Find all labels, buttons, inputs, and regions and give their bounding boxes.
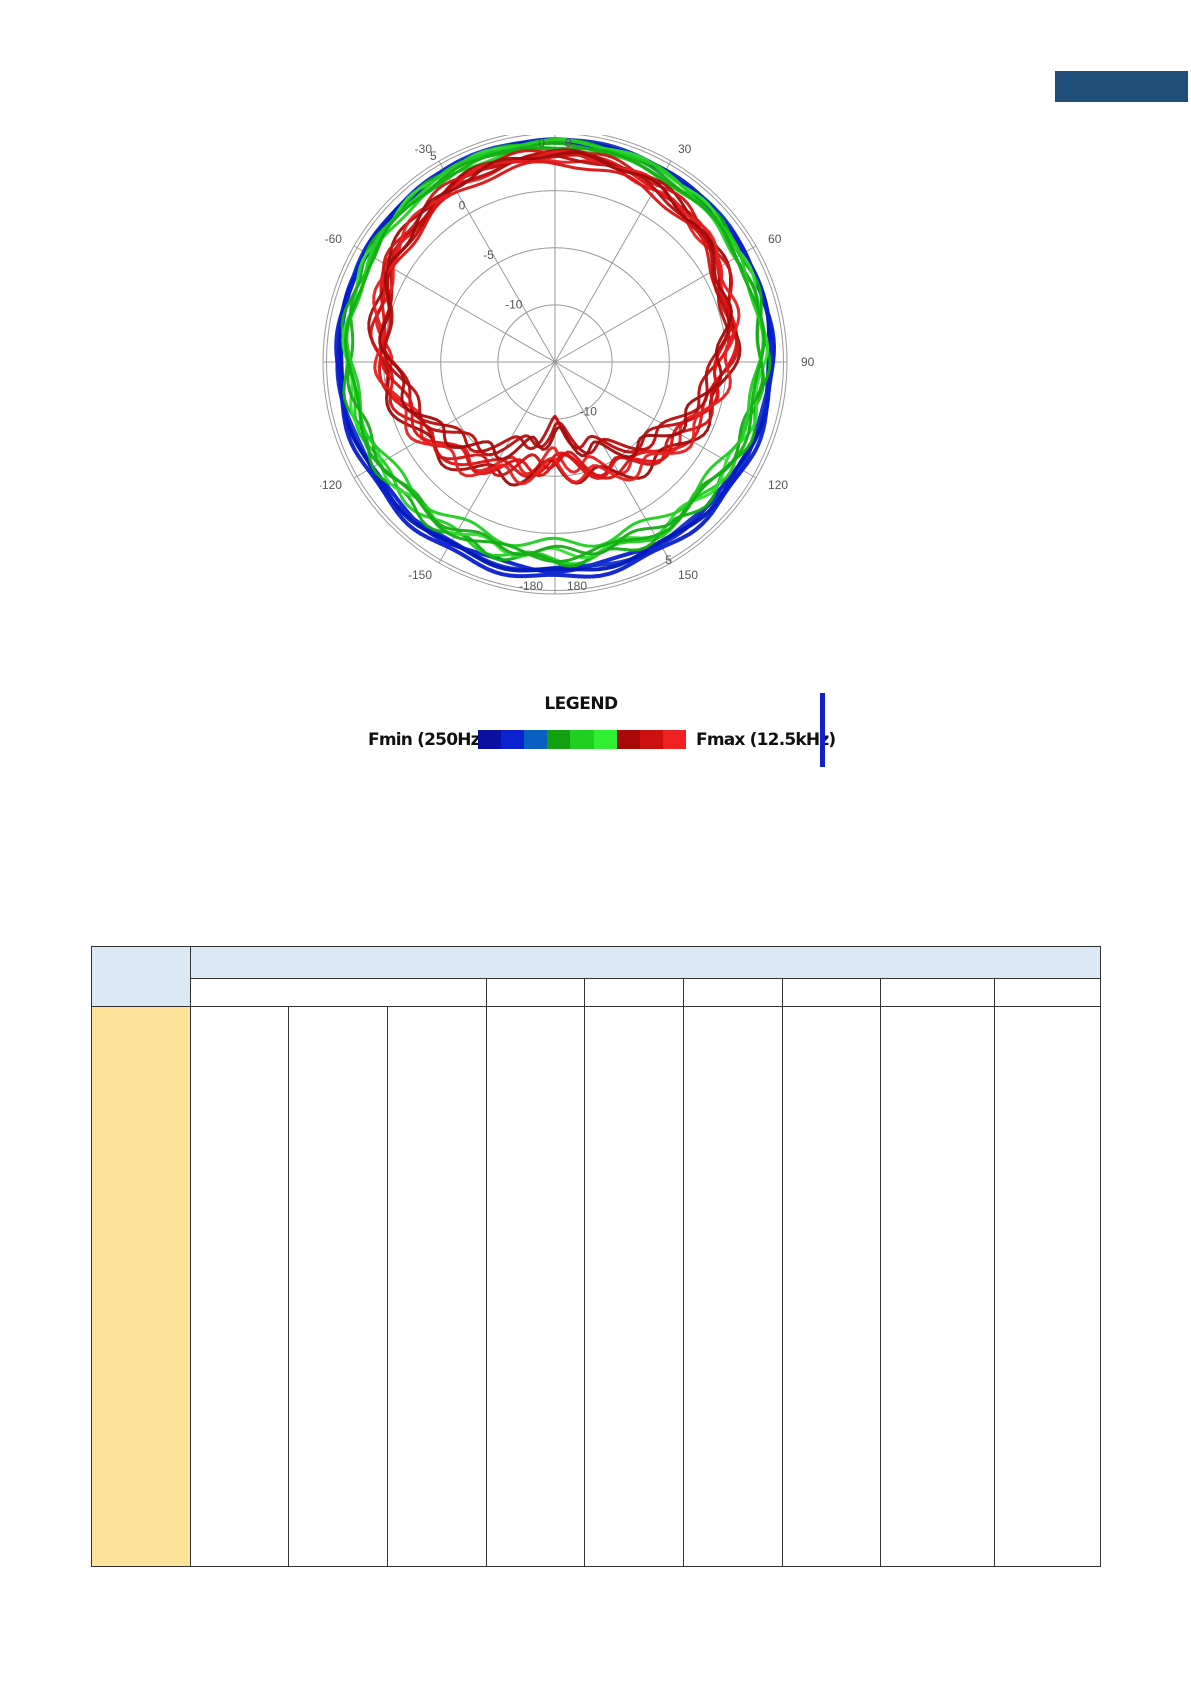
table-row-header <box>91 1006 191 1567</box>
spec-table <box>91 946 1102 1567</box>
polar-spoke <box>438 160 556 363</box>
legend-swatch <box>593 730 617 749</box>
table-cell <box>994 1006 1101 1567</box>
angle-tick-label: 60 <box>768 232 782 246</box>
header-bar <box>1055 71 1188 102</box>
series-line-mid <box>345 138 765 548</box>
angle-tick-label: 120 <box>768 478 788 492</box>
polar-chart: 0-30-60-90-120-150-180030609012015018050… <box>320 135 815 595</box>
angle-tick-label: 150 <box>678 568 698 582</box>
series-line-high <box>369 149 740 478</box>
table-subheader-cell <box>994 978 1101 1007</box>
table-subheader-cell <box>781 978 882 1007</box>
series-line-mid <box>343 145 765 566</box>
series-line-high <box>372 149 741 486</box>
legend-color-bar <box>478 730 686 749</box>
table-group-header <box>189 946 1102 979</box>
radial-tick-label: 5 <box>430 149 437 163</box>
radial-tick-label: -5 <box>483 248 494 262</box>
radial-tick-label: -10 <box>580 404 598 418</box>
legend-title: LEGEND <box>544 694 618 714</box>
legend-swatch <box>616 730 640 749</box>
angle-tick-label: 0 <box>538 136 545 150</box>
radial-tick-label: -10 <box>505 298 523 312</box>
table-subheader-cell <box>485 978 586 1007</box>
angle-tick-label: 0 <box>565 136 572 150</box>
table-cell <box>189 1006 290 1567</box>
legend-swatch <box>478 730 502 749</box>
angle-tick-label: 30 <box>678 142 692 156</box>
polar-series <box>334 137 776 579</box>
table-cell <box>288 1006 389 1567</box>
table-cell <box>485 1006 586 1567</box>
polar-spoke <box>554 245 757 363</box>
table-cell <box>387 1006 487 1567</box>
series-line-high <box>378 151 733 461</box>
angle-tick-label: -30 <box>415 142 433 156</box>
table-subheader-cell <box>683 978 783 1007</box>
angle-tick-label: -180 <box>519 579 543 593</box>
legend-swatch <box>570 730 594 749</box>
table-cell <box>584 1006 685 1567</box>
table-subheader-cell <box>189 978 487 1007</box>
radial-tick-label: 0 <box>459 199 466 213</box>
table-cell <box>781 1006 882 1567</box>
angle-tick-label: -60 <box>325 232 343 246</box>
table-cell <box>683 1006 783 1567</box>
table-subheader-cell <box>880 978 996 1007</box>
legend-swatch <box>639 730 663 749</box>
angle-tick-label: 90 <box>801 355 815 369</box>
table-cell <box>880 1006 996 1567</box>
legend-marker <box>820 693 825 767</box>
table-subheader-cell <box>584 978 685 1007</box>
legend-min-label: Fmin (250Hz) <box>368 730 488 750</box>
polar-labels: 0-30-60-90-120-150-180030609012015018050… <box>320 136 815 593</box>
angle-tick-label: -150 <box>408 568 432 582</box>
legend: LEGEND Fmin (250Hz) Fmax (12.5kHz) <box>360 690 840 780</box>
angle-tick-label: 180 <box>567 579 587 593</box>
legend-swatch <box>547 730 571 749</box>
legend-swatch <box>501 730 525 749</box>
series-line-mid <box>344 146 766 564</box>
legend-swatch <box>662 730 686 749</box>
legend-max-label: Fmax (12.5kHz) <box>696 730 836 750</box>
legend-swatch <box>524 730 548 749</box>
radial-tick-label: 5 <box>665 553 672 567</box>
angle-tick-label: -120 <box>320 478 342 492</box>
table-corner-cell <box>91 946 191 1007</box>
